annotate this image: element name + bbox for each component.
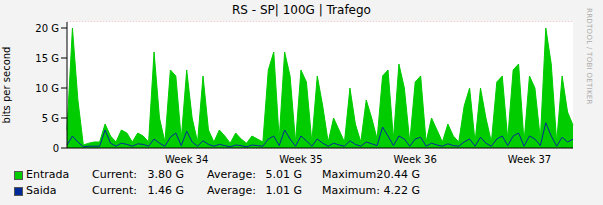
svg-text:15 G: 15 G xyxy=(35,53,59,64)
html-text:Current:: Current: xyxy=(92,168,137,181)
html-text:RS - SP| 100G | Trafego: RS - SP| 100G | Trafego xyxy=(232,3,371,17)
html-text:Average:: Average: xyxy=(207,168,256,181)
html-text:3.80 G: 3.80 G xyxy=(147,168,184,181)
html-text:1.01 G: 1.01 G xyxy=(265,184,302,197)
html-text:20.44 G: 20.44 G xyxy=(376,168,420,181)
html-text:Saida: Saida xyxy=(26,184,57,197)
svg-text:Week 34: Week 34 xyxy=(165,154,208,163)
svg-text:5 G: 5 G xyxy=(42,113,59,124)
html-text:Average:: Average: xyxy=(207,184,256,197)
svg-text:Week 36: Week 36 xyxy=(394,154,437,163)
svg-text:10 G: 10 G xyxy=(35,83,59,94)
svg-text:bits per second: bits per second xyxy=(8,47,12,124)
svg-text:20 G: 20 G xyxy=(35,23,59,34)
svg-text:0: 0 xyxy=(53,143,59,154)
html-text:Current:: Current: xyxy=(92,184,137,197)
html-text:1.46 G: 1.46 G xyxy=(147,184,184,197)
svg-text:Week 35: Week 35 xyxy=(279,154,322,163)
html-text:Maximum: 4.22 G: Maximum: 4.22 G xyxy=(322,184,420,197)
html-text:Maximum:: Maximum: xyxy=(322,168,380,181)
html-text:5.01 G: 5.01 G xyxy=(265,168,302,181)
html-text:RRDTOOL / TOBI OETIKER: RRDTOOL / TOBI OETIKER xyxy=(585,8,593,105)
html-text:Entrada: Entrada xyxy=(26,168,70,181)
svg-text:Week 37: Week 37 xyxy=(508,154,551,163)
